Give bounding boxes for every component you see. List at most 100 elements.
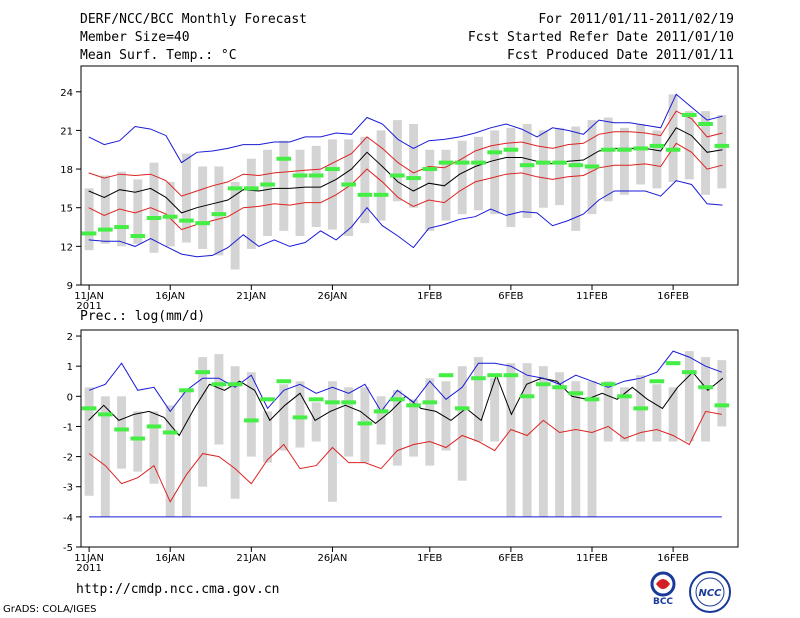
temp-median [162,214,178,219]
variable-label: Mean Surf. Temp.: °C [80,48,237,63]
precip-panel: -5 -4 -3 -2 -1 0 1 2 11JAN 16JAN 21JAN 26JAN 1FEB 6FE… [63,329,739,574]
precip-ytick-label: 1 [67,362,73,373]
precip-box [149,411,159,484]
temp-median [98,227,113,232]
temp-box [376,130,386,221]
temp-box [279,140,289,231]
temp-median [438,160,454,165]
precip-box [457,366,467,481]
temp-box [652,130,662,189]
precip-box [100,396,110,517]
ncc-logo: NCC [689,571,731,613]
temp-panel: 9 12 15 18 21 24 11JAN 16JAN 21JAN 26JAN 1FEB 6FEB 1… [60,65,739,312]
temp-box [538,130,548,208]
temp-box [668,94,678,182]
temp-year-label: 2011 [76,301,101,312]
precip-box [717,360,727,427]
precip-median [195,370,210,375]
temp-median [698,121,713,126]
precip-ytick-label: -3 [63,483,73,494]
precip-median [422,400,438,405]
precip-median [633,406,648,411]
precip-box [181,390,191,517]
precip-median [292,415,308,420]
precip-box [295,381,305,448]
precip-median [276,379,292,384]
temp-box [181,153,191,243]
precip-box [279,384,289,451]
temp-median [146,216,162,221]
temp-xtick-label: 26JAN [318,291,348,302]
precip-box [263,411,273,463]
temp-line-lower-envelope [88,180,723,258]
precip-xtick-label: 11FEB [576,553,608,564]
temp-median [454,160,470,165]
precip-ytick-label: -1 [63,422,73,433]
precip-median [438,373,454,378]
temp-box [684,111,694,180]
precip-median [568,391,584,396]
precip-median [179,388,194,393]
temp-median [406,176,421,181]
temp-median [665,147,681,152]
precip-box [392,390,402,466]
temp-median [227,186,243,191]
temp-box [603,117,613,202]
temp-line-lower-inner [88,142,723,231]
temp-box [311,145,321,228]
temp-ytick-label: 24 [60,88,73,99]
precip-median [406,403,421,408]
temp-box [717,114,727,189]
temp-median [568,163,584,168]
temp-ytick-label: 21 [60,126,73,137]
forecast-period: For 2011/01/11-2011/02/19 [538,12,734,27]
temp-box [295,149,305,237]
temp-line-upper-inner [88,110,723,197]
precip-median [665,361,681,366]
website-url[interactable]: http://cmdp.ncc.cma.gov.cn [76,582,280,597]
precip-box [117,396,127,469]
temp-xtick-label: 6FEB [498,291,523,302]
temp-median [292,173,308,178]
precip-median [325,400,340,405]
precip-median [649,379,665,384]
temp-median [649,143,665,148]
temp-box [344,139,354,237]
temp-median [341,182,356,187]
precip-median [227,382,243,387]
temp-box [198,166,208,249]
temp-median [487,150,502,155]
temp-box [230,181,240,270]
precip-box [165,405,175,517]
temp-box [555,127,565,206]
precip-xtick-label: 6FEB [498,553,523,564]
precip-line-lower-inner [88,410,722,503]
temp-median [714,143,730,148]
temp-xtick-label: 1FEB [417,291,442,302]
precip-ytick-label: -5 [63,543,73,554]
precip-median [211,382,227,387]
temp-xtick-label: 11JAN [74,291,104,302]
precip-median [244,418,259,423]
precip-box [538,366,548,517]
temp-median [373,192,389,197]
precip-box [587,381,597,517]
precip-box [84,387,94,496]
temp-ytick-label: 15 [60,204,73,215]
temp-box [457,140,467,215]
temp-xtick-label: 21JAN [236,291,266,302]
precip-median [454,406,470,411]
precip-median [617,394,632,399]
precip-median [146,424,162,429]
precip-xtick-label: 1FEB [417,553,442,564]
temp-box [392,120,402,202]
temp-box [571,126,581,231]
precip-median [519,394,535,399]
temp-xtick-label: 11FEB [576,291,608,302]
precip-median [584,397,600,402]
temp-box [84,188,94,251]
precip-median [714,403,730,408]
temp-median [584,164,600,169]
precip-year-label: 2011 [76,563,101,574]
temp-median [195,221,210,226]
